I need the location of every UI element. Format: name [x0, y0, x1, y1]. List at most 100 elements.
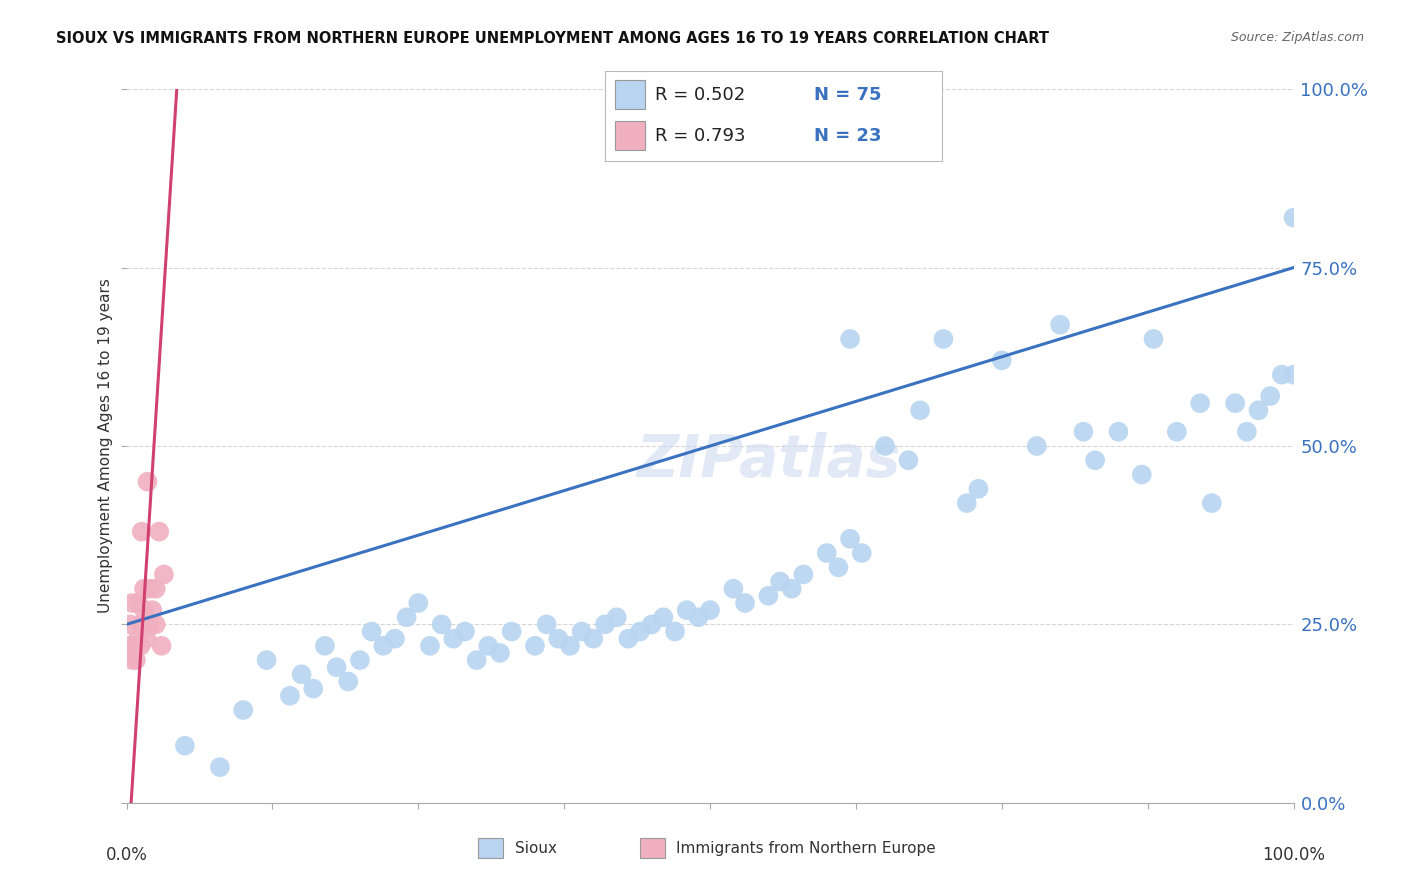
Point [232, 703, 254, 717]
Bar [614, 80, 645, 109]
Point [1282, 368, 1305, 382]
Point [153, 567, 176, 582]
Point [337, 674, 360, 689]
Point [118, 639, 141, 653]
Point [815, 546, 838, 560]
Point [136, 475, 159, 489]
Text: N = 75: N = 75 [814, 87, 882, 104]
Point [675, 603, 697, 617]
Point [1189, 396, 1212, 410]
Point [606, 610, 628, 624]
Point [956, 496, 979, 510]
Text: N = 23: N = 23 [814, 128, 882, 145]
Point [373, 639, 395, 653]
Text: ZIPatlas: ZIPatlas [636, 432, 901, 489]
Point [851, 546, 873, 560]
Point [141, 603, 163, 617]
Point [524, 639, 547, 653]
Point [118, 617, 141, 632]
Text: SIOUX VS IMMIGRANTS FROM NORTHERN EUROPE UNEMPLOYMENT AMONG AGES 16 TO 19 YEARS : SIOUX VS IMMIGRANTS FROM NORTHERN EUROPE… [56, 31, 1049, 46]
Point [652, 610, 675, 624]
Point [419, 639, 441, 653]
Point [454, 624, 477, 639]
Text: Sioux: Sioux [515, 841, 557, 855]
Point [132, 582, 155, 596]
Point [769, 574, 792, 589]
Point [1282, 211, 1305, 225]
Point [135, 632, 157, 646]
Point [148, 524, 170, 539]
Point [558, 639, 581, 653]
Point [897, 453, 920, 467]
Point [489, 646, 512, 660]
Point [1201, 496, 1223, 510]
Point [174, 739, 197, 753]
Point [1049, 318, 1071, 332]
Point [360, 624, 382, 639]
Point [547, 632, 569, 646]
Point [408, 596, 430, 610]
Point [1142, 332, 1164, 346]
Point [536, 617, 558, 632]
Point [302, 681, 325, 696]
Point [145, 582, 167, 596]
Point [839, 532, 862, 546]
Bar [614, 121, 645, 150]
Point [664, 624, 686, 639]
Point [617, 632, 640, 646]
Point [150, 639, 173, 653]
Point [208, 760, 231, 774]
Point [325, 660, 347, 674]
Text: 0.0%: 0.0% [105, 846, 148, 863]
Point [908, 403, 931, 417]
Point [875, 439, 897, 453]
Point [441, 632, 464, 646]
Point [1130, 467, 1153, 482]
Point [121, 653, 143, 667]
Point [967, 482, 990, 496]
Point [256, 653, 278, 667]
Point [593, 617, 616, 632]
Point [129, 617, 152, 632]
Point [465, 653, 488, 667]
Point [688, 610, 710, 624]
Point [314, 639, 336, 653]
Point [145, 617, 167, 632]
Point [131, 524, 153, 539]
Point [430, 617, 453, 632]
Point [349, 653, 371, 667]
Point [734, 596, 756, 610]
Point [1084, 453, 1107, 467]
Point [571, 624, 593, 639]
Point [124, 639, 146, 653]
Point [125, 653, 148, 667]
Point [990, 353, 1012, 368]
Text: Immigrants from Northern Europe: Immigrants from Northern Europe [676, 841, 936, 855]
Point [1247, 403, 1270, 417]
Point [723, 582, 745, 596]
Y-axis label: Unemployment Among Ages 16 to 19 years: Unemployment Among Ages 16 to 19 years [97, 278, 112, 614]
Point [1236, 425, 1258, 439]
Point [780, 582, 803, 596]
Point [792, 567, 814, 582]
Point [121, 596, 143, 610]
Point [290, 667, 312, 681]
Point [1271, 368, 1294, 382]
Point [127, 632, 149, 646]
Text: R = 0.793: R = 0.793 [655, 128, 745, 145]
Point [384, 632, 406, 646]
Point [582, 632, 605, 646]
Point [139, 617, 162, 632]
Point [127, 596, 149, 610]
Point [132, 603, 155, 617]
Point [628, 624, 651, 639]
Point [1166, 425, 1188, 439]
Point [839, 332, 862, 346]
Point [827, 560, 849, 574]
Point [1073, 425, 1095, 439]
Point [501, 624, 523, 639]
Point [1025, 439, 1047, 453]
Point [932, 332, 955, 346]
Point [756, 589, 779, 603]
Point [139, 582, 162, 596]
